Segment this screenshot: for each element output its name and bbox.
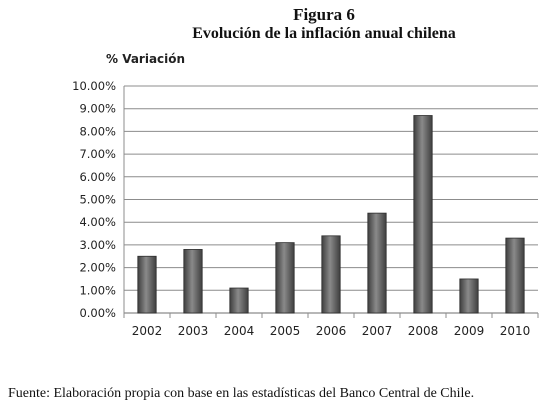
figure-title: Evolución de la inflación anual chilena	[192, 25, 456, 42]
y-tick-label: 7.00%	[79, 147, 116, 161]
bar-2007	[367, 212, 387, 314]
x-tick-label: 2004	[224, 324, 255, 338]
x-tick-label: 2009	[454, 324, 485, 338]
figure-label: Figura 6	[293, 5, 355, 24]
bar-2004	[229, 287, 249, 314]
y-tick-labels: 0.00% 1.00% 2.00% 3.00% 4.00% 5.00% 6.00% 7.00%…	[72, 79, 116, 320]
bar-2010	[505, 237, 525, 314]
bar-2006	[321, 235, 341, 314]
y-tick-label: 8.00%	[79, 124, 116, 138]
bars	[137, 115, 525, 314]
figure-source-note: Fuente: Elaboración propia con base en l…	[8, 386, 475, 401]
y-tick-label: 9.00%	[79, 102, 116, 116]
y-tick-label: 0.00%	[79, 306, 116, 320]
bar-2009	[459, 278, 479, 314]
y-tick-label: 6.00%	[79, 170, 116, 184]
x-tick-label: 2007	[362, 324, 393, 338]
bar-2005	[275, 242, 295, 314]
y-axis-label: % Variación	[106, 52, 186, 66]
x-tick-label: 2010	[500, 324, 531, 338]
y-tick-label: 1.00%	[79, 283, 116, 297]
y-tick-label: 4.00%	[79, 215, 116, 229]
x-tick-label: 2006	[316, 324, 347, 338]
x-tick-label: 2003	[178, 324, 209, 338]
y-tick-label: 2.00%	[79, 261, 116, 275]
x-tick-label: 2005	[270, 324, 301, 338]
x-tick-labels: 2002 2003 2004 2005 2006 2007 2008 2009 2010	[123, 313, 539, 338]
bar-2002	[137, 255, 157, 314]
bar-2008	[413, 115, 433, 314]
y-tick-label: 5.00%	[79, 193, 116, 207]
y-tick-label: 10.00%	[72, 79, 116, 93]
x-tick-label: 2008	[408, 324, 439, 338]
y-tick-label: 3.00%	[79, 238, 116, 252]
bar-2003	[183, 249, 203, 314]
x-tick-label: 2002	[132, 324, 163, 338]
